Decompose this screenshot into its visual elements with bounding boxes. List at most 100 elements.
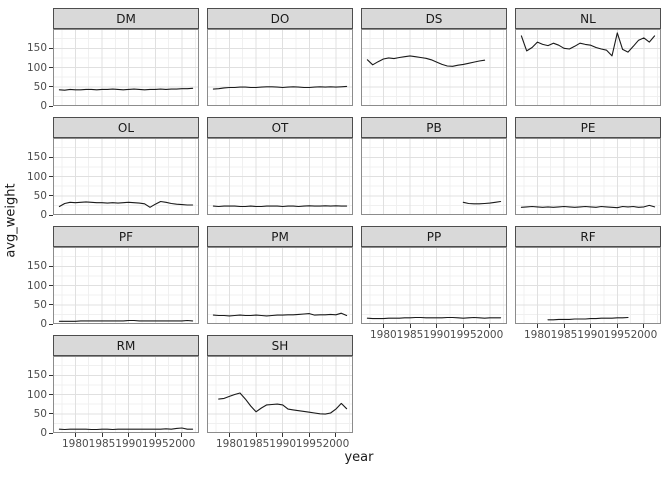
x-tick-label: 1980: [62, 438, 89, 450]
facet-panel-PB: [361, 138, 507, 215]
x-tick-mark: [335, 433, 337, 437]
facet-panel-DM: [53, 29, 199, 106]
y-tick-label: 50: [33, 80, 47, 93]
facet-strip-PB: PB: [361, 117, 507, 138]
x-tick-mark: [382, 324, 384, 328]
facet-label: PP: [426, 229, 442, 244]
series-line-PE: [520, 204, 656, 209]
x-tick-label: 1990: [115, 438, 143, 450]
x-tick-mark: [101, 433, 103, 437]
facet-strip-DO: DO: [207, 8, 353, 29]
facet-panel-NL: [515, 29, 661, 106]
x-tick-mark: [462, 324, 464, 328]
facet-label: PF: [118, 229, 134, 244]
facet-panel-DO: [207, 29, 353, 106]
x-tick-mark: [181, 433, 183, 437]
x-tick-mark: [536, 324, 538, 328]
facet-label: PM: [271, 229, 289, 244]
series-line-RF: [547, 316, 629, 321]
series-line-DO: [212, 85, 348, 90]
facet-panel-OT: [207, 138, 353, 215]
x-tick-label: 2000: [168, 438, 196, 450]
y-tick-mark: [49, 195, 53, 197]
facet-label: PE: [580, 120, 596, 135]
x-tick-label: 2000: [476, 329, 504, 341]
y-tick-label: 150: [26, 369, 47, 382]
series-line-NL: [520, 32, 656, 57]
x-tick-label: 1995: [141, 438, 169, 450]
y-tick-mark: [49, 86, 53, 88]
facet-strip-PF: PF: [53, 226, 199, 247]
x-tick-label: 1985: [396, 329, 424, 341]
x-tick-mark: [563, 324, 565, 328]
y-tick-label: 50: [33, 298, 47, 311]
x-tick-label: 1980: [216, 438, 243, 450]
x-tick-mark: [282, 433, 284, 437]
y-tick-mark: [49, 265, 53, 267]
facet-panel-SH: [207, 356, 353, 433]
facet-panel-PP: [361, 247, 507, 324]
y-tick-mark: [49, 323, 53, 325]
y-tick-label: 50: [33, 189, 47, 202]
facet-strip-SH: SH: [207, 335, 353, 356]
x-tick-label: 1990: [269, 438, 297, 450]
series-line-PF: [58, 319, 194, 322]
y-tick-label: 150: [26, 151, 47, 164]
x-tick-mark: [228, 433, 230, 437]
facet-panel-PE: [515, 138, 661, 215]
facet-strip-DM: DM: [53, 8, 199, 29]
facet-panel-RM: [53, 356, 199, 433]
y-tick-mark: [49, 374, 53, 376]
y-tick-mark: [49, 105, 53, 107]
facet-label: RM: [116, 338, 136, 353]
y-tick-label: 50: [33, 407, 47, 420]
facet-strip-OL: OL: [53, 117, 199, 138]
y-tick-label: 0: [40, 427, 47, 439]
series-line-DS: [366, 55, 486, 67]
y-tick-label: 100: [26, 61, 47, 74]
x-tick-label: 1985: [242, 438, 270, 450]
series-line-PM: [212, 312, 348, 317]
x-tick-label: 1995: [295, 438, 323, 450]
x-tick-mark: [590, 324, 592, 328]
facet-panel-OL: [53, 138, 199, 215]
x-tick-label: 1980: [524, 329, 551, 341]
x-tick-mark: [255, 433, 257, 437]
facet-strip-RM: RM: [53, 335, 199, 356]
x-tick-label: 1995: [449, 329, 477, 341]
facet-strip-NL: NL: [515, 8, 661, 29]
facet-panel-PM: [207, 247, 353, 324]
facet-panel-RF: [515, 247, 661, 324]
x-axis-title: year: [344, 450, 374, 465]
y-tick-mark: [49, 176, 53, 177]
x-tick-mark: [308, 433, 310, 437]
facet-label: DS: [425, 11, 443, 26]
x-tick-label: 1980: [370, 329, 397, 341]
x-tick-label: 1995: [603, 329, 631, 341]
facet-strip-OT: OT: [207, 117, 353, 138]
facet-strip-RF: RF: [515, 226, 661, 247]
y-tick-mark: [49, 304, 53, 306]
facet-strip-DS: DS: [361, 8, 507, 29]
y-tick-label: 150: [26, 260, 47, 273]
facet-label: NL: [580, 11, 596, 26]
series-line-RM: [58, 427, 194, 431]
y-tick-mark: [49, 285, 53, 286]
x-tick-label: 1990: [423, 329, 451, 341]
x-tick-mark: [643, 324, 645, 328]
y-tick-mark: [49, 67, 53, 68]
facet-label: DO: [270, 11, 290, 26]
x-tick-label: 1985: [550, 329, 578, 341]
x-tick-label: 1985: [88, 438, 116, 450]
y-tick-mark: [49, 394, 53, 395]
facet-panel-PF: [53, 247, 199, 324]
y-tick-mark: [49, 432, 53, 434]
series-line-DM: [58, 87, 194, 91]
facet-label: OL: [117, 120, 135, 135]
facet-strip-PE: PE: [515, 117, 661, 138]
facet-strip-PP: PP: [361, 226, 507, 247]
facet-label: OT: [271, 120, 289, 135]
x-tick-mark: [128, 433, 130, 437]
x-tick-mark: [154, 433, 156, 437]
